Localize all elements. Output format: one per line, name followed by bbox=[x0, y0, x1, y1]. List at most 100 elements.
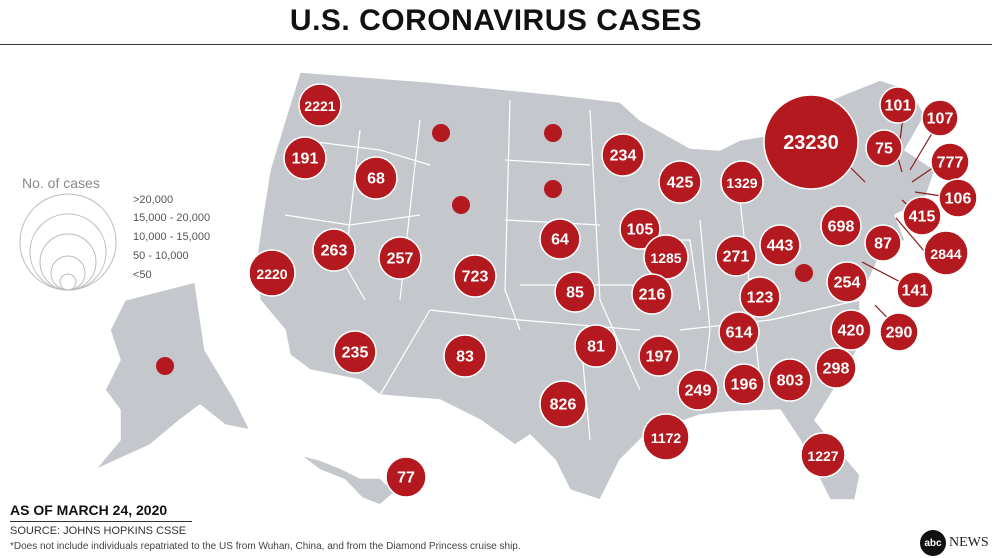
case-bubble-106: 106 bbox=[938, 178, 978, 218]
case-bubble-87: 87 bbox=[864, 224, 902, 262]
bubble-label: 2220 bbox=[256, 266, 287, 282]
bubble-label: 257 bbox=[387, 251, 414, 268]
bubble-label: 235 bbox=[342, 345, 369, 362]
bubble-circle bbox=[865, 129, 903, 167]
case-bubble-298: 298 bbox=[815, 347, 857, 389]
legend-circle-largest bbox=[19, 193, 117, 291]
bubble-circle bbox=[443, 334, 487, 378]
bubble-label: 723 bbox=[462, 269, 489, 286]
bubble-circle bbox=[902, 196, 942, 236]
bubble-circle bbox=[763, 94, 859, 190]
bubble-circle bbox=[574, 324, 618, 368]
case-bubble-216: 216 bbox=[631, 273, 673, 315]
bubble-circle bbox=[333, 330, 377, 374]
case-bubble-123: 123 bbox=[739, 276, 781, 318]
bubble-label: 85 bbox=[566, 285, 584, 302]
bubble-circle bbox=[432, 124, 450, 142]
bubble-label: 107 bbox=[927, 111, 954, 128]
legend-label-5: <50 bbox=[133, 269, 152, 281]
case-bubble-75: 75 bbox=[865, 129, 903, 167]
bubble-label: 826 bbox=[550, 397, 577, 414]
bubble-label: 254 bbox=[834, 275, 861, 292]
bubble-circle bbox=[938, 178, 978, 218]
case-bubble-77: 77 bbox=[385, 456, 427, 498]
case-bubble-443: 443 bbox=[759, 224, 801, 266]
bubble-circle bbox=[759, 224, 801, 266]
case-bubble-420: 420 bbox=[830, 309, 872, 351]
bubble-circle bbox=[739, 276, 781, 318]
bubble-label: 263 bbox=[321, 243, 348, 260]
bubble-circle bbox=[539, 218, 581, 260]
legend-label-4: 50 - 10,000 bbox=[133, 250, 189, 262]
case-bubble-101: 101 bbox=[879, 86, 917, 124]
bubble-label: 64 bbox=[551, 232, 569, 249]
bubble-circle bbox=[601, 133, 645, 177]
bubble-circle bbox=[248, 249, 296, 297]
bubble-label: 216 bbox=[639, 287, 666, 304]
abc-logo-word: NEWS bbox=[949, 535, 989, 550]
bubble-circle bbox=[723, 363, 765, 405]
bubble-circle bbox=[815, 347, 857, 389]
case-bubble-105: 105 bbox=[619, 208, 661, 250]
legend-label-3: 10,000 - 15,000 bbox=[133, 231, 211, 243]
case-dot bbox=[795, 264, 813, 282]
case-bubble-85: 85 bbox=[554, 271, 596, 313]
case-bubble-191: 191 bbox=[283, 136, 327, 180]
bubble-circle bbox=[677, 369, 719, 411]
case-bubble-1172: 1172 bbox=[642, 413, 690, 461]
case-bubble-425: 425 bbox=[658, 160, 702, 204]
bubble-circle bbox=[879, 312, 919, 352]
case-bubble-141: 141 bbox=[896, 271, 934, 309]
bubble-circle bbox=[718, 311, 760, 353]
bubble-circle bbox=[298, 83, 342, 127]
bubble-label: 1172 bbox=[651, 430, 682, 446]
bubble-label: 23230 bbox=[783, 132, 839, 154]
bubble-circle bbox=[385, 456, 427, 498]
legend-circles bbox=[19, 193, 117, 291]
bubble-circle bbox=[896, 271, 934, 309]
case-bubble-698: 698 bbox=[820, 205, 862, 247]
case-bubble-2844: 2844 bbox=[923, 230, 969, 276]
bubble-circle bbox=[879, 86, 917, 124]
case-bubble-803: 803 bbox=[768, 358, 812, 402]
bubble-label: 2221 bbox=[304, 98, 335, 114]
case-bubble-723: 723 bbox=[453, 254, 497, 298]
bubble-label: 614 bbox=[726, 325, 753, 342]
bubble-label: 298 bbox=[823, 361, 850, 378]
case-bubble-68: 68 bbox=[354, 156, 398, 200]
bubble-circle bbox=[826, 261, 868, 303]
case-bubble-23230: 23230 bbox=[763, 94, 859, 190]
bubble-label: 123 bbox=[747, 290, 774, 307]
bubble-label: 271 bbox=[723, 249, 750, 266]
case-bubble-1285: 1285 bbox=[643, 234, 689, 280]
bubble-label: 106 bbox=[945, 191, 972, 208]
case-bubble-826: 826 bbox=[539, 380, 587, 428]
case-bubble-107: 107 bbox=[921, 99, 959, 137]
bubble-label: 105 bbox=[627, 222, 654, 239]
bubble-circle bbox=[658, 160, 702, 204]
case-bubble-257: 257 bbox=[378, 236, 422, 280]
case-bubble-2221: 2221 bbox=[298, 83, 342, 127]
legend-circle-small bbox=[50, 255, 86, 291]
bubble-label: 81 bbox=[587, 339, 605, 356]
bubble-circle bbox=[820, 205, 862, 247]
bubble-label: 698 bbox=[828, 219, 855, 236]
case-bubbles: 2221 191 68 234 425 1329 23230 101 107 75 777 106 41… bbox=[156, 83, 978, 498]
case-bubble-271: 271 bbox=[715, 235, 757, 277]
bubble-circle bbox=[768, 358, 812, 402]
bubble-label: 1329 bbox=[726, 175, 757, 191]
case-bubble-197: 197 bbox=[638, 335, 680, 377]
case-dot bbox=[156, 357, 174, 375]
case-bubble-235: 235 bbox=[333, 330, 377, 374]
case-bubble-234: 234 bbox=[601, 133, 645, 177]
legend-label-1: >20,000 bbox=[133, 194, 174, 206]
title-divider bbox=[0, 44, 992, 45]
case-bubble-2220: 2220 bbox=[248, 249, 296, 297]
case-bubble-196: 196 bbox=[723, 363, 765, 405]
legend-circle-medium bbox=[39, 233, 97, 291]
legend-label-2: 15,000 - 20,000 bbox=[133, 212, 211, 224]
abc-news-logo: abc NEWS bbox=[920, 530, 989, 556]
bubble-label: 290 bbox=[886, 325, 913, 342]
bubble-circle bbox=[544, 124, 562, 142]
case-bubble-614: 614 bbox=[718, 311, 760, 353]
